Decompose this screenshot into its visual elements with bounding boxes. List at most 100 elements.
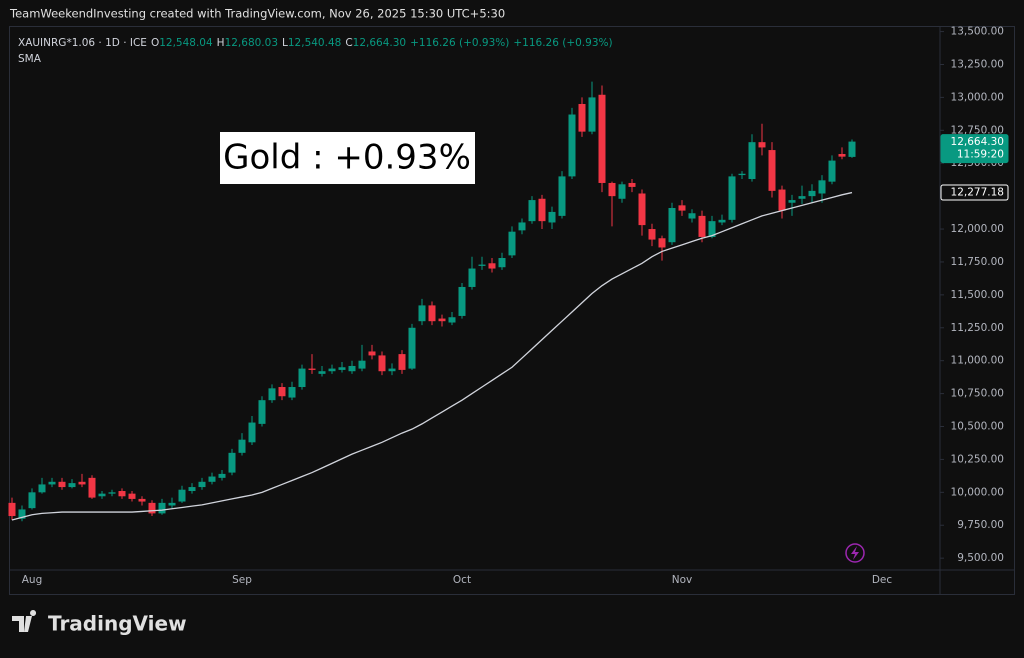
y-tick-label: 13,250.00 (951, 58, 1004, 70)
logo-mark (12, 610, 37, 632)
candle-body (628, 182, 636, 187)
candle-body (78, 481, 86, 485)
y-tick-label: 10,500.00 (951, 421, 1004, 433)
candle-body (488, 263, 496, 269)
candle-body (478, 264, 486, 266)
candle-body (758, 142, 766, 148)
candle-body (428, 305, 436, 322)
sma-line (11, 191, 853, 521)
y-tick-label: 11,750.00 (951, 256, 1004, 268)
candle-body (728, 176, 736, 220)
candle-body (178, 489, 186, 502)
candle-body (308, 368, 316, 370)
candle-body (88, 477, 96, 498)
price-label-time: 11:59:20 (957, 149, 1004, 161)
y-tick-label: 12,750.00 (951, 124, 1004, 136)
legend-value: 12,548.04 (159, 37, 213, 49)
candle-body (788, 200, 796, 203)
price-label-box (940, 134, 1009, 164)
candle-body (678, 205, 686, 211)
candle-body (838, 154, 846, 157)
candle-body (348, 365, 356, 372)
annotation: Gold : +0.93% (223, 138, 471, 178)
candle-body (38, 484, 46, 493)
candle-body (138, 498, 146, 502)
candle-body (378, 355, 386, 372)
legend-value: +116.26 (+0.93%) (513, 37, 612, 49)
header-text: TeamWeekendInvesting created with Tradin… (9, 7, 505, 21)
candle-body (148, 502, 156, 514)
candle-body (548, 211, 556, 223)
candle-body (58, 481, 66, 488)
candle-body (508, 231, 516, 256)
candle-body (588, 97, 596, 132)
candle-body (98, 493, 106, 497)
candle-body (778, 189, 786, 211)
candle-body (538, 198, 546, 222)
candle-body (438, 318, 446, 322)
candle-body (258, 400, 266, 424)
y-tick-label: 10,750.00 (951, 388, 1004, 400)
candle-body (198, 481, 206, 488)
candle-body (528, 200, 536, 222)
candle-body (688, 213, 696, 219)
candle-body (68, 483, 76, 488)
chart-frame (9, 26, 1015, 595)
candle-body (128, 493, 136, 499)
candle-body (228, 452, 236, 473)
candle-body (558, 176, 566, 216)
y-tick-label: 13,500.00 (951, 26, 1004, 38)
x-tick-label: Sep (232, 574, 252, 586)
candle-body (398, 354, 406, 370)
x-tick-label: Nov (672, 574, 693, 586)
y-tick-label: 11,250.00 (951, 322, 1004, 334)
y-tick-label: 12,000.00 (951, 223, 1004, 235)
candle-body (598, 94, 606, 183)
candle-body (358, 360, 366, 369)
candle-body (288, 387, 296, 398)
legend-label: H (217, 37, 225, 49)
annotation-box (220, 132, 475, 184)
candle-body (578, 103, 586, 132)
legend-value: 12,680.03 (225, 37, 278, 49)
candle-body (698, 215, 706, 237)
candle-body (618, 184, 626, 199)
candle-body (458, 286, 466, 316)
symbol: XAUINRG*1.06 · 1D · ICE (18, 37, 147, 49)
candle-body (638, 193, 646, 226)
candle-body (388, 368, 396, 372)
x-tick-label: Aug (22, 574, 43, 586)
y-tick-label: 10,000.00 (951, 486, 1004, 498)
candle-body (268, 388, 276, 401)
legend-value: 12,664.30 (353, 37, 406, 49)
candle-body (848, 141, 856, 157)
candle-body (208, 476, 216, 482)
logo (12, 610, 37, 632)
candle-body (188, 487, 196, 492)
y-tick-label: 9,750.00 (957, 519, 1004, 531)
candle-body (748, 142, 756, 180)
x-tick-label: Dec (872, 574, 893, 586)
candle-body (798, 196, 806, 199)
candle-body (318, 371, 326, 374)
candle-body (708, 221, 716, 237)
candle-body (218, 473, 226, 478)
alert-bolt (851, 546, 859, 560)
legend-label: O (151, 37, 159, 49)
legend-label: L (282, 37, 288, 49)
candle-body (48, 481, 56, 485)
y-tick-label: 9,500.00 (957, 552, 1004, 564)
candle-body (18, 509, 26, 519)
candle-body (518, 222, 526, 231)
alert-icon[interactable] (845, 543, 865, 563)
candle-body (418, 305, 426, 322)
price-label-box (940, 184, 1009, 201)
candle-body (338, 367, 346, 370)
candle-body (168, 502, 176, 506)
y-tick-label: 11,000.00 (951, 355, 1004, 367)
candle-body (668, 207, 676, 243)
candle-body (738, 173, 746, 176)
candle-body (368, 351, 376, 356)
